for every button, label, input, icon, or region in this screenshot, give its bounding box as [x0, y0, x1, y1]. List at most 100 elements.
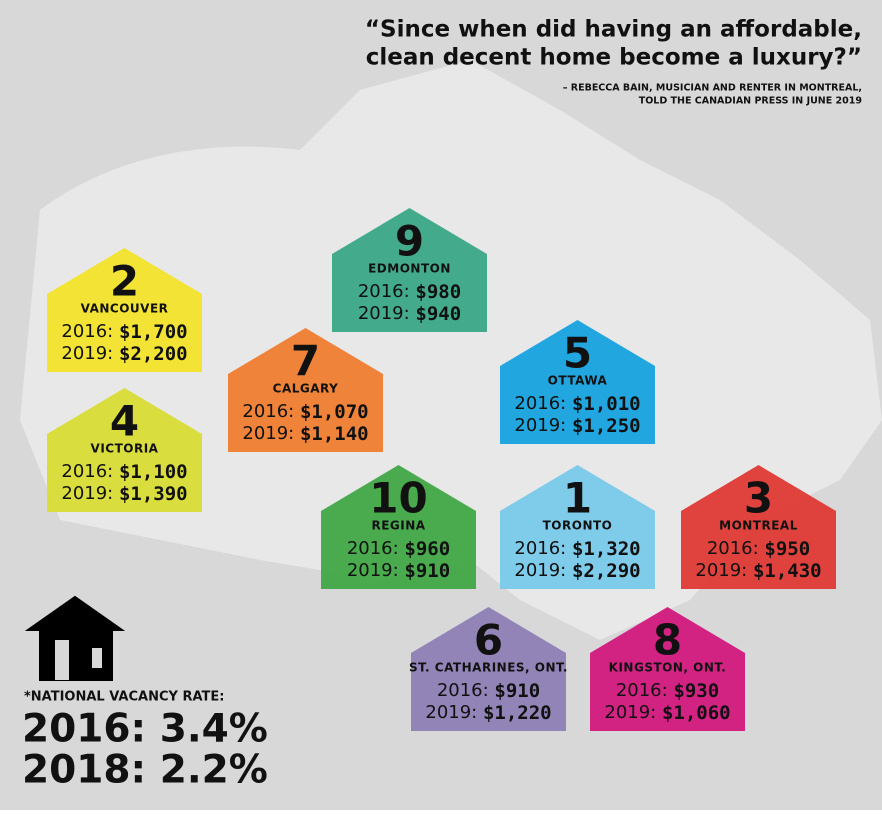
house-icon: [24, 595, 126, 681]
rent: $2,200: [119, 343, 188, 365]
rent-row: 2019: $1,250: [514, 415, 640, 437]
rank: 6: [474, 616, 503, 665]
rent: $1,060: [662, 702, 731, 724]
rent-row: 2016: $980: [358, 281, 461, 303]
attribution: TOLD THE CANADIAN PRESS IN JUNE 2019: [639, 96, 862, 107]
rent-row: 2019: $1,430: [695, 560, 821, 582]
city: CALGARY: [273, 382, 339, 396]
vacancy-rate: 2018: 2.2%: [22, 748, 268, 793]
rent-row: 2019: $1,060: [604, 702, 730, 724]
rent-row: 2019: $910: [347, 560, 450, 582]
house-shape: [681, 465, 836, 589]
rent-row: 2016: $1,010: [514, 393, 640, 415]
year: 2016:: [616, 680, 668, 701]
year: 2016:: [707, 538, 759, 559]
rent-row: 2016: $1,700: [61, 321, 187, 343]
house-shape: [500, 320, 655, 444]
house-shape: [500, 465, 655, 589]
rent-row: 2016: $1,070: [242, 401, 368, 423]
rent: $1,070: [300, 401, 369, 423]
rank: 4: [110, 397, 139, 446]
rent-row: 2019: $2,290: [514, 560, 640, 582]
rent: $1,700: [119, 321, 188, 343]
rent: $1,250: [572, 415, 641, 437]
city: TORONTO: [543, 519, 613, 533]
city: OTTAWA: [548, 374, 608, 388]
year: 2019:: [61, 343, 113, 364]
rent: $980: [415, 281, 461, 303]
rent-row: 2016: $1,100: [61, 461, 187, 483]
year: 2016:: [437, 680, 489, 701]
rank: 10: [369, 474, 427, 523]
house-shape: [321, 465, 476, 589]
rent-row: 2019: $2,200: [61, 343, 187, 365]
rank: 3: [744, 474, 773, 523]
vacancy-rate: 2016: 3.4%: [22, 707, 268, 752]
house-shape: [47, 248, 202, 372]
year: 2016:: [347, 538, 399, 559]
city: ST. CATHARINES, ONT.: [409, 661, 568, 675]
vacancy-label: *NATIONAL VACANCY RATE:: [24, 690, 224, 705]
rent: $1,010: [572, 393, 641, 415]
house-shape: [590, 607, 745, 731]
year: 2019:: [514, 415, 566, 436]
rent-row: 2019: $1,220: [425, 702, 551, 724]
rent-row: 2019: $940: [358, 303, 461, 325]
year: 2019:: [604, 702, 656, 723]
attribution: – REBECCA BAIN, MUSICIAN AND RENTER IN M…: [563, 83, 862, 94]
year: 2016:: [242, 401, 294, 422]
year: 2016:: [61, 461, 113, 482]
rank: 5: [563, 329, 592, 378]
rent: $940: [415, 303, 461, 325]
year: 2019:: [514, 560, 566, 581]
year: 2019:: [242, 423, 294, 444]
rent: $910: [404, 560, 450, 582]
rent: $960: [404, 538, 450, 560]
house-shape: [332, 208, 487, 332]
rent-row: 2016: $910: [437, 680, 540, 702]
rent-row: 2016: $1,320: [514, 538, 640, 560]
rent: $910: [494, 680, 540, 702]
rent: $1,430: [753, 560, 822, 582]
map-shape: [20, 60, 882, 640]
year: 2019:: [695, 560, 747, 581]
year: 2019:: [425, 702, 477, 723]
rent: $930: [673, 680, 719, 702]
year: 2019:: [358, 303, 410, 324]
rent-row: 2016: $960: [347, 538, 450, 560]
quote-line: “Since when did having an affordable,: [365, 17, 862, 43]
city: VANCOUVER: [81, 302, 169, 316]
rank: 9: [395, 217, 424, 266]
year: 2016:: [358, 281, 410, 302]
year: 2016:: [514, 538, 566, 559]
city: EDMONTON: [368, 262, 451, 276]
city: MONTREAL: [719, 519, 798, 533]
house-shape: [47, 388, 202, 512]
house-shape: [228, 328, 383, 452]
rent-row: 2019: $1,390: [61, 483, 187, 505]
rank: 2: [110, 257, 139, 306]
year: 2019:: [61, 483, 113, 504]
rent: $1,100: [119, 461, 188, 483]
rent: $1,320: [572, 538, 641, 560]
rent: $2,290: [572, 560, 641, 582]
house-shape: [411, 607, 566, 731]
rent: $950: [764, 538, 810, 560]
rent: $1,140: [300, 423, 369, 445]
rent: $1,220: [483, 702, 552, 724]
rent: $1,390: [119, 483, 188, 505]
city: KINGSTON, ONT.: [609, 661, 727, 675]
rent-row: 2016: $930: [616, 680, 719, 702]
year: 2016:: [514, 393, 566, 414]
rank: 8: [653, 616, 682, 665]
